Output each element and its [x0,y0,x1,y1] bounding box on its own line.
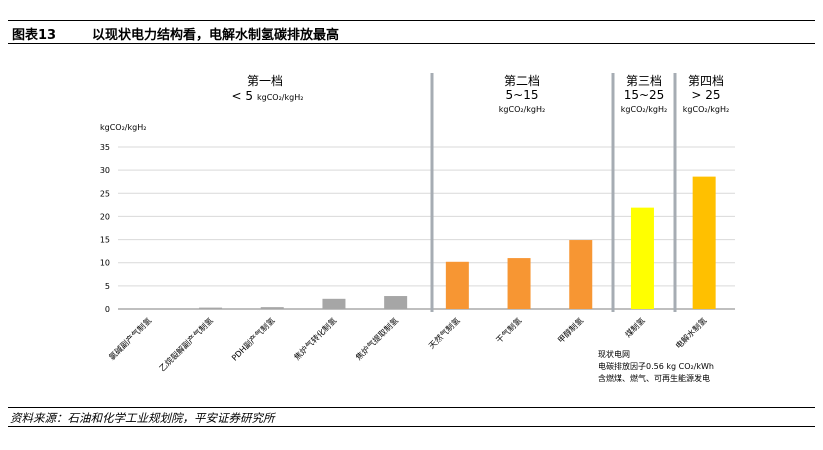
bar-9 [630,207,654,309]
tier-unit: kgCO₂/kgH₂ [683,105,729,114]
bar-5 [384,296,408,309]
source-note: 资料来源：石油和化学工业规划院，平安证券研究所 [8,407,815,427]
tier-unit: kgCO₂/kgH₂ [257,93,303,102]
category-label: 电解水制氢 [673,315,708,350]
bar-3 [260,307,284,309]
y-axis-label: kgCO₂/kgH₂ [100,123,146,132]
y-tick-label: 30 [100,166,110,175]
y-tick-label: 15 [100,236,110,245]
y-tick-label: 35 [100,143,110,152]
bar-2 [199,307,223,309]
category-label: 焦炉气提取制氢 [353,315,400,362]
category-label: 干气制氢 [494,315,524,345]
bar-chart: kgCO₂/kgH₂ 0 5 10 15 20 25 30 35 氯碱副产气制氢 乙烷裂解副产气制氢… [100,73,735,383]
category-label: 甲醇制氢 [555,315,585,345]
figure-title: 以现状电力结构看，电解水制氢碳排放最高 [92,28,340,43]
bar-4 [322,298,346,309]
y-tick-label: 5 [105,282,110,291]
tier-range: 5~15 [506,88,539,102]
grid-note-line: 电碳排放因子0.56 kg CO₂/kWh [598,361,714,371]
bar-10 [692,176,716,309]
grid-note-line: 含燃煤、燃气、可再生能源发电 [598,373,710,383]
category-label: 煤制氢 [623,315,647,339]
category-label: 乙烷裂解副产气制氢 [157,315,215,373]
tier-name: 第三档 [626,74,662,88]
category-label: 天然气制氢 [426,315,461,350]
grid-note-line: 现状电网 [598,349,630,359]
bar-8 [569,240,593,309]
tier-unit: kgCO₂/kgH₂ [621,105,667,114]
figure-label: 图表13 [12,28,57,43]
tier-name: 第四档 [688,74,724,88]
category-label: 氯碱副产气制氢 [107,315,154,362]
y-tick-label: 20 [100,212,110,221]
figure-header: 图表13 以现状电力结构看，电解水制氢碳排放最高 [8,20,815,44]
tier-range: > 25 [691,88,720,102]
tier-name: 第一档 [247,74,283,88]
y-tick-label: 0 [105,305,110,314]
tier-unit: kgCO₂/kgH₂ [499,105,545,114]
tier-range: < 5 [231,89,253,103]
bar-6 [445,261,469,309]
source-text: 资料来源：石油和化学工业规划院，平安证券研究所 [10,411,275,425]
bar-7 [507,258,531,309]
y-tick-label: 25 [100,189,110,198]
category-label: PDH副产气制氢 [229,315,276,362]
tier-name: 第二档 [504,74,540,88]
tier-range: 15~25 [624,88,665,102]
category-label: 焦炉气转化制氢 [292,315,339,362]
y-tick-label: 10 [100,259,110,268]
